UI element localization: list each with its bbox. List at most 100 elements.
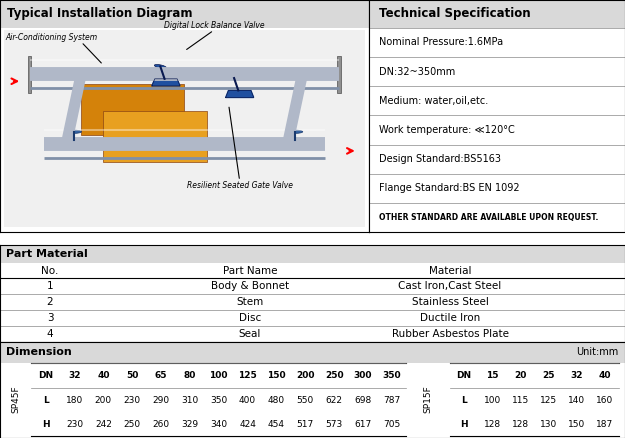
Text: 180: 180 bbox=[66, 396, 83, 405]
Text: 480: 480 bbox=[268, 396, 285, 405]
Bar bbox=[4, 30, 365, 227]
Text: 250: 250 bbox=[124, 420, 141, 429]
Text: 187: 187 bbox=[596, 420, 613, 429]
Ellipse shape bbox=[288, 130, 302, 133]
Text: DN: DN bbox=[456, 371, 472, 380]
FancyBboxPatch shape bbox=[369, 203, 625, 232]
Text: Resilient Seated Gate Valve: Resilient Seated Gate Valve bbox=[187, 181, 292, 191]
Ellipse shape bbox=[154, 64, 166, 68]
Text: Rubber Asbestos Plate: Rubber Asbestos Plate bbox=[391, 329, 509, 339]
FancyBboxPatch shape bbox=[369, 86, 625, 115]
Text: 300: 300 bbox=[354, 371, 372, 380]
Polygon shape bbox=[152, 79, 180, 86]
Text: Part Material: Part Material bbox=[6, 249, 88, 259]
Text: 260: 260 bbox=[152, 420, 169, 429]
Text: Work temperature: ≪120°C: Work temperature: ≪120°C bbox=[379, 125, 515, 135]
Text: 128: 128 bbox=[512, 420, 529, 429]
Text: 100: 100 bbox=[484, 396, 501, 405]
Text: 242: 242 bbox=[95, 420, 112, 429]
Text: No.: No. bbox=[41, 265, 59, 276]
Text: H: H bbox=[460, 420, 468, 429]
FancyBboxPatch shape bbox=[0, 245, 625, 263]
Text: 25: 25 bbox=[542, 371, 555, 380]
Text: OTHER STANDARD ARE AVAILABLE UPON REQUEST.: OTHER STANDARD ARE AVAILABLE UPON REQUES… bbox=[379, 213, 598, 222]
Text: Design Standard:BS5163: Design Standard:BS5163 bbox=[379, 154, 501, 164]
FancyBboxPatch shape bbox=[284, 140, 306, 148]
Text: Typical Installation Diagram: Typical Installation Diagram bbox=[8, 7, 193, 21]
Polygon shape bbox=[289, 140, 301, 144]
Text: Part Name: Part Name bbox=[222, 265, 278, 276]
Text: Air-Conditioning System: Air-Conditioning System bbox=[6, 33, 98, 42]
Ellipse shape bbox=[66, 130, 81, 133]
Text: 80: 80 bbox=[184, 371, 196, 380]
FancyBboxPatch shape bbox=[369, 0, 625, 28]
Text: 20: 20 bbox=[514, 371, 526, 380]
Text: 40: 40 bbox=[599, 371, 611, 380]
Text: Nominal Pressure:1.6MPa: Nominal Pressure:1.6MPa bbox=[379, 37, 503, 47]
Text: 4: 4 bbox=[47, 329, 53, 339]
Text: DN: DN bbox=[38, 371, 53, 380]
FancyBboxPatch shape bbox=[0, 0, 369, 28]
FancyBboxPatch shape bbox=[369, 145, 625, 174]
Text: 32: 32 bbox=[68, 371, 81, 380]
Text: 150: 150 bbox=[568, 420, 585, 429]
Text: 32: 32 bbox=[571, 371, 582, 380]
Text: 150: 150 bbox=[267, 371, 286, 380]
Text: Unit:mm: Unit:mm bbox=[576, 347, 619, 357]
Text: Material: Material bbox=[429, 265, 471, 276]
Text: 454: 454 bbox=[268, 420, 285, 429]
Text: 517: 517 bbox=[297, 420, 314, 429]
FancyBboxPatch shape bbox=[369, 174, 625, 203]
Text: Technical Specification: Technical Specification bbox=[379, 7, 531, 21]
Text: 1: 1 bbox=[47, 281, 53, 291]
Text: H: H bbox=[42, 420, 49, 429]
Text: 130: 130 bbox=[540, 420, 557, 429]
FancyBboxPatch shape bbox=[369, 115, 625, 145]
Text: SP15F: SP15F bbox=[424, 385, 432, 413]
Text: 140: 140 bbox=[568, 396, 585, 405]
Text: 400: 400 bbox=[239, 396, 256, 405]
Ellipse shape bbox=[228, 76, 240, 80]
FancyBboxPatch shape bbox=[81, 84, 184, 134]
Text: 40: 40 bbox=[97, 371, 109, 380]
Text: 340: 340 bbox=[210, 420, 227, 429]
Text: 424: 424 bbox=[239, 420, 256, 429]
Text: 125: 125 bbox=[238, 371, 257, 380]
Bar bbox=[28, 56, 31, 93]
Text: L: L bbox=[42, 396, 49, 405]
FancyBboxPatch shape bbox=[103, 111, 206, 162]
Text: 2: 2 bbox=[47, 297, 53, 307]
Text: 115: 115 bbox=[512, 396, 529, 405]
Text: 3: 3 bbox=[47, 313, 53, 323]
Text: 230: 230 bbox=[124, 396, 141, 405]
Text: Flange Standard:BS EN 1092: Flange Standard:BS EN 1092 bbox=[379, 184, 519, 193]
Text: 125: 125 bbox=[540, 396, 557, 405]
Text: Cast Iron,Cast Steel: Cast Iron,Cast Steel bbox=[398, 281, 502, 291]
Text: 15: 15 bbox=[486, 371, 499, 380]
Text: 550: 550 bbox=[297, 396, 314, 405]
Text: 50: 50 bbox=[126, 371, 138, 380]
Text: Dimension: Dimension bbox=[6, 347, 72, 357]
Text: 200: 200 bbox=[296, 371, 314, 380]
Text: 65: 65 bbox=[155, 371, 168, 380]
Text: 698: 698 bbox=[354, 396, 372, 405]
Text: 100: 100 bbox=[209, 371, 228, 380]
Text: Disc: Disc bbox=[239, 313, 261, 323]
Text: 787: 787 bbox=[383, 396, 401, 405]
Text: 329: 329 bbox=[181, 420, 199, 429]
Polygon shape bbox=[68, 140, 80, 144]
Text: 250: 250 bbox=[325, 371, 344, 380]
Text: Medium: water,oil,etc.: Medium: water,oil,etc. bbox=[379, 96, 488, 106]
Text: 350: 350 bbox=[382, 371, 401, 380]
FancyBboxPatch shape bbox=[369, 57, 625, 86]
FancyBboxPatch shape bbox=[369, 28, 625, 57]
Text: 128: 128 bbox=[484, 420, 501, 429]
Text: L: L bbox=[461, 396, 467, 405]
Text: 350: 350 bbox=[210, 396, 227, 405]
Text: 230: 230 bbox=[66, 420, 83, 429]
Text: 622: 622 bbox=[326, 396, 342, 405]
Text: Stem: Stem bbox=[236, 297, 264, 307]
Text: 705: 705 bbox=[383, 420, 401, 429]
Text: 290: 290 bbox=[152, 396, 169, 405]
Text: Ductile Iron: Ductile Iron bbox=[420, 313, 480, 323]
